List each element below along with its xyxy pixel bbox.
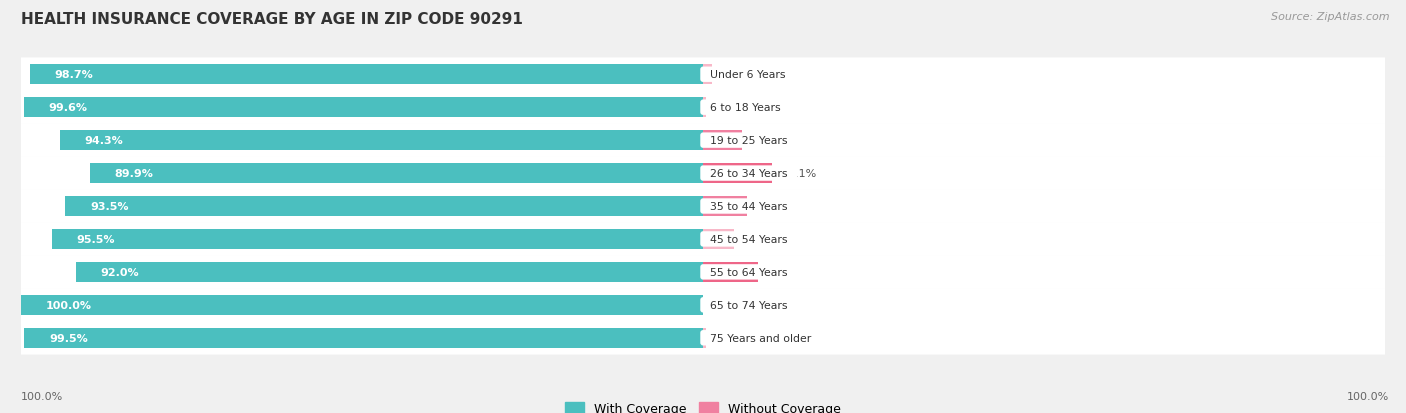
Bar [703, 328, 706, 348]
Bar [703, 98, 706, 118]
Bar [60, 131, 703, 151]
FancyBboxPatch shape [21, 223, 1385, 256]
Text: 19 to 25 Years: 19 to 25 Years [703, 136, 794, 146]
FancyBboxPatch shape [21, 256, 1385, 289]
Bar [30, 65, 703, 85]
Bar [24, 328, 703, 348]
Text: 99.6%: 99.6% [49, 103, 87, 113]
Text: Under 6 Years: Under 6 Years [703, 70, 793, 80]
Bar [90, 164, 703, 184]
FancyBboxPatch shape [21, 190, 1385, 223]
Text: 99.5%: 99.5% [49, 333, 89, 343]
Bar [703, 131, 742, 151]
Text: 26 to 34 Years: 26 to 34 Years [703, 169, 794, 179]
FancyBboxPatch shape [21, 288, 1385, 322]
Text: 94.3%: 94.3% [84, 136, 124, 146]
Bar [703, 196, 748, 217]
Text: 100.0%: 100.0% [1347, 391, 1389, 401]
Bar [703, 164, 772, 184]
Text: 89.9%: 89.9% [115, 169, 153, 179]
Text: 6.5%: 6.5% [758, 202, 786, 211]
Text: Source: ZipAtlas.com: Source: ZipAtlas.com [1271, 12, 1389, 22]
Bar [703, 65, 711, 85]
Text: 1.3%: 1.3% [721, 70, 749, 80]
Text: 92.0%: 92.0% [100, 267, 139, 277]
Bar [24, 98, 703, 118]
FancyBboxPatch shape [21, 157, 1385, 190]
Bar [703, 262, 758, 282]
Text: 5.7%: 5.7% [752, 136, 780, 146]
Bar [21, 295, 703, 315]
FancyBboxPatch shape [21, 124, 1385, 157]
Text: HEALTH INSURANCE COVERAGE BY AGE IN ZIP CODE 90291: HEALTH INSURANCE COVERAGE BY AGE IN ZIP … [21, 12, 523, 27]
Text: 4.5%: 4.5% [744, 234, 772, 244]
Text: 93.5%: 93.5% [90, 202, 129, 211]
Text: 35 to 44 Years: 35 to 44 Years [703, 202, 794, 211]
Bar [76, 262, 703, 282]
Text: 0.48%: 0.48% [716, 333, 752, 343]
FancyBboxPatch shape [21, 91, 1385, 125]
Text: 8.0%: 8.0% [768, 267, 796, 277]
Text: 0.37%: 0.37% [716, 103, 751, 113]
Text: 45 to 54 Years: 45 to 54 Years [703, 234, 794, 244]
Text: 65 to 74 Years: 65 to 74 Years [703, 300, 794, 310]
Legend: With Coverage, Without Coverage: With Coverage, Without Coverage [561, 397, 845, 413]
Text: 95.5%: 95.5% [76, 234, 115, 244]
Text: 6 to 18 Years: 6 to 18 Years [703, 103, 787, 113]
Text: 100.0%: 100.0% [46, 300, 91, 310]
Text: 98.7%: 98.7% [55, 70, 94, 80]
Bar [66, 196, 703, 217]
FancyBboxPatch shape [21, 58, 1385, 92]
Bar [52, 229, 703, 249]
FancyBboxPatch shape [21, 321, 1385, 355]
Text: 55 to 64 Years: 55 to 64 Years [703, 267, 794, 277]
Text: 10.1%: 10.1% [782, 169, 817, 179]
Text: 100.0%: 100.0% [21, 391, 63, 401]
Bar [703, 229, 734, 249]
Text: 75 Years and older: 75 Years and older [703, 333, 818, 343]
Text: 0.0%: 0.0% [713, 300, 741, 310]
